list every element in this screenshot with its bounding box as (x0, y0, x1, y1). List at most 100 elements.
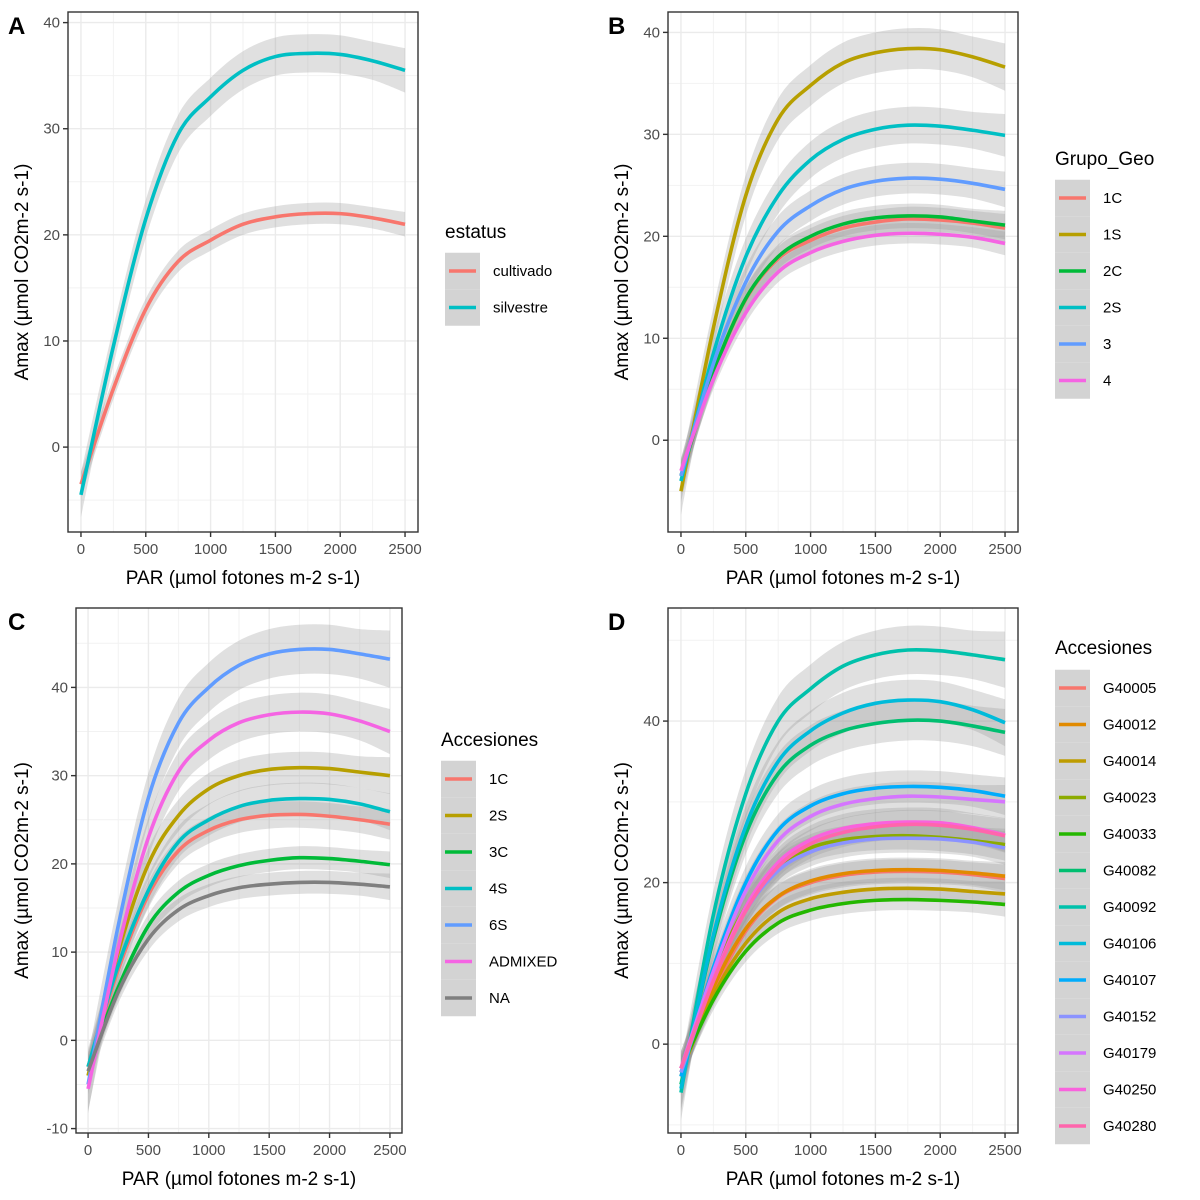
panel-border (75, 607, 403, 1134)
legend-item-g40033: G40033 (1055, 815, 1156, 853)
series-lines (79, 51, 406, 496)
x-tick-label: 2500 (388, 541, 421, 558)
legend-item-2s: 2S (1055, 289, 1121, 326)
y-tick-label: 0 (652, 1036, 660, 1053)
legend-item-g40250: G40250 (1055, 1071, 1156, 1108)
y-axis-title: Amax (µmol CO2m-2 s-1) (612, 762, 633, 979)
legend-item-3: 3 (1055, 325, 1111, 363)
legend-item-g40012: G40012 (1055, 706, 1156, 743)
legend-label: 2S (1103, 300, 1121, 317)
legend: Accesiones 1C 2S 3C 4S 6S ADMIXED NA (441, 730, 558, 1017)
legend-item-2s: 2S (441, 797, 507, 834)
series-line-4 (679, 231, 1006, 472)
legend-item-g40280: G40280 (1055, 1107, 1156, 1145)
panel-border (67, 11, 419, 533)
x-tick-label: 1000 (194, 541, 227, 558)
x-axis: 0 500 1000 1500 2000 2500 (677, 532, 1022, 558)
panel-d: D 0 500 1000 1500 2000 2500 0 20 40 PAR (µmol foto… (608, 607, 1156, 1190)
x-tick-label: 500 (733, 541, 758, 558)
y-tick-label: 40 (643, 713, 660, 730)
legend-label: G40106 (1103, 936, 1156, 953)
ci-ribbon-3 (680, 162, 1006, 494)
legend-item-g40092: G40092 (1055, 888, 1156, 926)
legend-label: silvestre (493, 300, 548, 317)
series-line-2s (679, 123, 1006, 482)
y-tick-label: 30 (51, 768, 68, 785)
gridlines (68, 12, 418, 532)
y-axis: 0 10 20 30 40 (43, 15, 68, 456)
legend-label: 4S (489, 881, 507, 898)
y-tick-label: 20 (51, 856, 68, 873)
legend-label: 3C (489, 844, 508, 861)
x-axis: 0 500 1000 1500 2000 2500 (77, 532, 422, 558)
y-tick-label: 10 (43, 333, 60, 350)
x-tick-label: 0 (677, 541, 685, 558)
legend-item-g40023: G40023 (1055, 779, 1156, 816)
x-tick-label: 1500 (259, 541, 292, 558)
panel-border (667, 607, 1019, 1134)
legend-title: estatus (445, 222, 506, 243)
x-axis-title: PAR (µmol fotones m-2 s-1) (126, 568, 360, 589)
x-tick-label: 500 (733, 1142, 758, 1159)
y-axis-title: Amax (µmol CO2m-2 s-1) (612, 164, 633, 381)
ci-ribbon-g40250 (680, 807, 1006, 1086)
series-lines (679, 46, 1006, 492)
legend-label: G40014 (1103, 753, 1156, 770)
x-axis: 0 500 1000 1500 2000 2500 (677, 1133, 1022, 1159)
legend-item-6s: 6S (441, 906, 507, 944)
legend-title: Accesiones (441, 730, 538, 751)
legend: Accesiones G40005 G40012 G40014 G40023 G40033… (1055, 638, 1156, 1145)
legend-item-cultivado: cultivado (445, 252, 552, 290)
legend-label: 3 (1103, 336, 1111, 353)
legend-item-1c: 1C (1055, 179, 1122, 217)
y-tick-label: 0 (60, 1032, 68, 1049)
legend-label: NA (489, 990, 510, 1007)
x-tick-label: 1500 (252, 1142, 285, 1159)
legend-item-admixed: ADMIXED (441, 943, 558, 980)
legend-item-1c: 1C (441, 760, 508, 798)
y-tick-label: 10 (51, 944, 68, 961)
ci-ribbon-4s (88, 782, 390, 1086)
series-line-3c (86, 855, 391, 1068)
panel-letter: D (608, 609, 625, 636)
x-axis-title: PAR (µmol fotones m-2 s-1) (726, 1169, 960, 1190)
legend-label: G40005 (1103, 680, 1156, 697)
series-line-g40012 (679, 867, 1006, 1074)
confidence-ribbons (80, 34, 406, 518)
x-tick-label: 2500 (373, 1142, 406, 1159)
y-axis: 0 20 40 (643, 713, 668, 1053)
panel-a: A 0 500 1000 1500 2000 2500 0 10 20 30 40 PAR (µmol … (8, 11, 552, 589)
legend-item-g40106: G40106 (1055, 925, 1156, 962)
series-line-g40107 (679, 784, 1006, 1077)
panel-border (667, 11, 1019, 533)
gridlines (668, 608, 1018, 1133)
series-line-cultivado (79, 211, 406, 485)
x-tick-label: 2000 (313, 1142, 346, 1159)
series-line-4s (86, 796, 391, 1068)
x-tick-label: 2500 (988, 541, 1021, 558)
legend-label: 4 (1103, 373, 1111, 390)
x-axis-title: PAR (µmol fotones m-2 s-1) (122, 1169, 356, 1190)
legend-label: G40023 (1103, 790, 1156, 807)
panel-letter: C (8, 609, 25, 636)
legend-item-g40082: G40082 (1055, 852, 1156, 889)
x-tick-label: 0 (77, 541, 85, 558)
legend: estatus cultivado silvestre (445, 222, 552, 326)
legend-label: 6S (489, 917, 507, 934)
y-tick-label: 30 (643, 126, 660, 143)
y-tick-label: -10 (46, 1121, 68, 1138)
panel-letter: A (8, 13, 25, 40)
legend-label: G40152 (1103, 1009, 1156, 1026)
y-tick-label: 30 (43, 121, 60, 138)
x-tick-label: 2000 (324, 541, 357, 558)
panel-c: C 0 500 1000 1500 2000 2500 -10 0 10 20 30 40 PAR (µm… (8, 607, 558, 1190)
series-line-silvestre (79, 51, 406, 496)
series-line-g40092 (679, 647, 1006, 1093)
legend-label: cultivado (493, 263, 552, 280)
legend-label: G40092 (1103, 899, 1156, 916)
legend-label: G40107 (1103, 972, 1156, 989)
legend-item-4s: 4S (441, 870, 507, 907)
series-line-2s (86, 765, 391, 1077)
x-tick-label: 1000 (192, 1142, 225, 1159)
